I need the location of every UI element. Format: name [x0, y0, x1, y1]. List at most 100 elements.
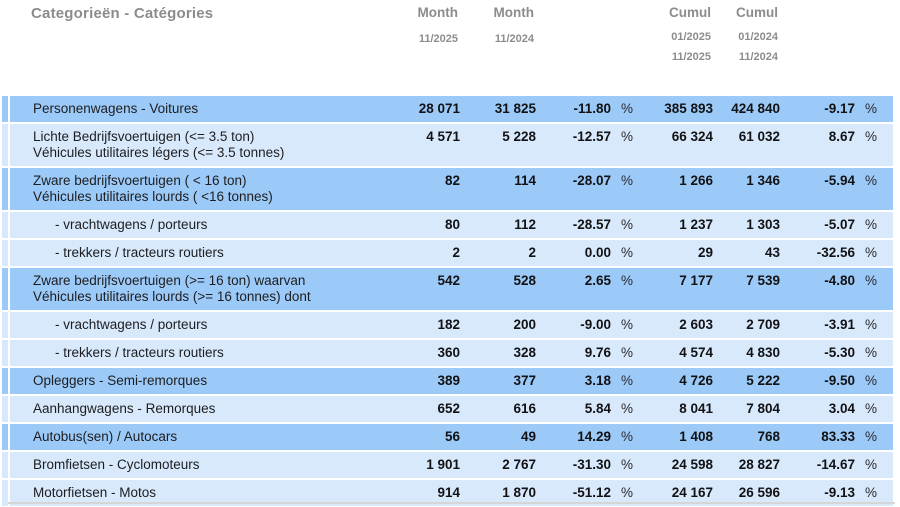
- month-percent-sign: %: [621, 457, 634, 472]
- cumul-percent-sign: %: [865, 345, 878, 360]
- cumul-percent-sign: %: [865, 101, 878, 116]
- cumul-change-value: -5.30: [824, 345, 855, 360]
- month-2024-value: 114: [514, 173, 536, 188]
- month-percent-sign: %: [621, 273, 634, 288]
- table-row: - vrachtwagens / porteurs 182 200 -9.00 …: [2, 312, 900, 338]
- category-label: Autobus(sen) / Autocars: [33, 429, 178, 444]
- cumul-change-value: 83.33: [821, 429, 855, 444]
- cumul-2024-value: 7 539: [746, 273, 780, 288]
- category-label: Opleggers - Semi-remorques: [33, 373, 208, 388]
- month-2024-value: 328: [513, 345, 536, 360]
- month-percent-sign: %: [621, 101, 634, 116]
- month-2024-value: 31 825: [494, 101, 536, 116]
- row-left-strip: [2, 124, 8, 166]
- cumul-2025-value: 1 266: [679, 173, 713, 188]
- cumul-2024-value: 2 709: [746, 317, 780, 332]
- month-2025-value: 652: [437, 401, 460, 416]
- month-2024-value: 2 767: [502, 457, 536, 472]
- row-body: Personenwagens - Voitures 28 071 31 825 …: [10, 96, 893, 122]
- cumul-change-column-header: [778, 0, 853, 96]
- row-body: - vrachtwagens / porteurs 182 200 -9.00 …: [10, 312, 893, 338]
- cumul-change-value: -14.67: [816, 457, 855, 472]
- cumul-2025-value: 2 603: [679, 317, 713, 332]
- row-left-strip: [2, 96, 8, 122]
- category-label: Bromfietsen - Cyclomoteurs: [33, 457, 200, 472]
- month-2024-column-header: Month 11/2024: [458, 0, 534, 96]
- table-body: Personenwagens - Voitures 28 071 31 825 …: [0, 96, 900, 506]
- month-change-value: -11.80: [573, 101, 611, 116]
- month-2025-value: 28 071: [418, 101, 460, 116]
- month-2024-value: 200: [513, 317, 536, 332]
- month-2025-value: 542: [437, 273, 460, 288]
- month-2024-value: 112: [514, 217, 536, 232]
- month-2025-value: 4 571: [426, 129, 460, 144]
- cumul-2024-value: 5 222: [746, 373, 780, 388]
- category-cell: - trekkers / tracteurs routiers: [10, 240, 362, 266]
- month-change-value: 5.84: [584, 401, 611, 416]
- month-2025-value: 56: [444, 429, 460, 444]
- month-percent-sign: %: [621, 245, 634, 260]
- month-change-value: 9.76: [584, 345, 611, 360]
- category-cell: - trekkers / tracteurs routiers: [10, 340, 362, 366]
- row-left-strip: [2, 168, 8, 210]
- cumul-change-value: 3.04: [828, 401, 855, 416]
- category-cell: Autobus(sen) / Autocars: [10, 424, 362, 450]
- cumul-2025-value: 66 324: [671, 129, 713, 144]
- column-title: Cumul: [736, 5, 778, 20]
- cumul-percent-sign: %: [865, 317, 878, 332]
- category-label: - vrachtwagens / porteurs: [55, 317, 208, 332]
- row-left-strip: [2, 312, 8, 338]
- month-2025-value: 182: [437, 317, 460, 332]
- category-cell: - vrachtwagens / porteurs: [10, 312, 362, 338]
- category-label: Zware bedrijfsvoertuigen ( < 16 ton): [33, 173, 247, 188]
- column-date: 11/2024: [494, 33, 534, 45]
- cumul-percent-sign: %: [865, 173, 878, 188]
- cumul-change-value: -9.13: [824, 485, 855, 500]
- row-body: Zware bedrijfsvoertuigen ( < 16 ton) Véhi…: [10, 168, 893, 210]
- category-cell: Lichte Bedrijfsvoertuigen (<= 3.5 ton) Vé…: [10, 124, 362, 166]
- column-title: Cumul: [669, 5, 711, 20]
- cumul-2024-value: 1 346: [746, 173, 780, 188]
- month-percent-sign: %: [621, 401, 634, 416]
- cumul-2025-value: 4 726: [679, 373, 713, 388]
- category-cell: Bromfietsen - Cyclomoteurs: [10, 452, 362, 478]
- column-date: 01/2025: [671, 31, 711, 43]
- month-percent-sign: %: [621, 485, 634, 500]
- month-percent-sign: %: [621, 429, 634, 444]
- table-row: - trekkers / tracteurs routiers 360 328 …: [2, 340, 900, 366]
- month-change-value: -28.57: [572, 217, 611, 232]
- cumul-2024-value: 1 303: [746, 217, 780, 232]
- row-left-strip: [2, 340, 8, 366]
- month-2025-value: 360: [437, 345, 460, 360]
- cumul-percent-sign: %: [865, 485, 878, 500]
- cumul-change-value: -9.17: [824, 101, 855, 116]
- category-label: Zware bedrijfsvoertuigen (>= 16 ton) waa…: [33, 273, 306, 288]
- row-body: Bromfietsen - Cyclomoteurs 1 901 2 767 -…: [10, 452, 893, 478]
- table-row: Aanhangwagens - Remorques 652 616 5.84 %…: [2, 396, 900, 422]
- month-change-value: -31.30: [572, 457, 611, 472]
- bottom-divider: [8, 502, 895, 504]
- cumul-percent-sign: %: [865, 401, 878, 416]
- month-percent-sign: %: [621, 173, 634, 188]
- month-2025-value: 1 901: [426, 457, 460, 472]
- row-body: - vrachtwagens / porteurs 80 112 -28.57 …: [10, 212, 893, 238]
- column-title: Month: [417, 5, 458, 20]
- column-date: 11/2025: [418, 33, 458, 45]
- cumul-percent-sign: %: [865, 373, 878, 388]
- row-left-strip: [2, 268, 8, 310]
- category-label: Lichte Bedrijfsvoertuigen (<= 3.5 ton): [33, 129, 255, 144]
- category-cell: Opleggers - Semi-remorques: [10, 368, 362, 394]
- cumul-percent-sign: %: [865, 457, 878, 472]
- cumul-2024-value: 424 840: [731, 101, 780, 116]
- category-cell: Motorfietsen - Motos: [10, 480, 362, 506]
- cumul-percent-sign: %: [865, 273, 878, 288]
- row-body: Opleggers - Semi-remorques 389 377 3.18 …: [10, 368, 893, 394]
- category-label: Personenwagens - Voitures: [33, 101, 199, 116]
- month-2024-value: 2: [528, 245, 536, 260]
- row-body: - trekkers / tracteurs routiers 360 328 …: [10, 340, 893, 366]
- month-change-value: 0.00: [584, 245, 611, 260]
- column-date: 11/2024: [738, 51, 778, 63]
- cumul-2025-value: 1 408: [679, 429, 713, 444]
- cumul-change-value: -5.07: [824, 217, 855, 232]
